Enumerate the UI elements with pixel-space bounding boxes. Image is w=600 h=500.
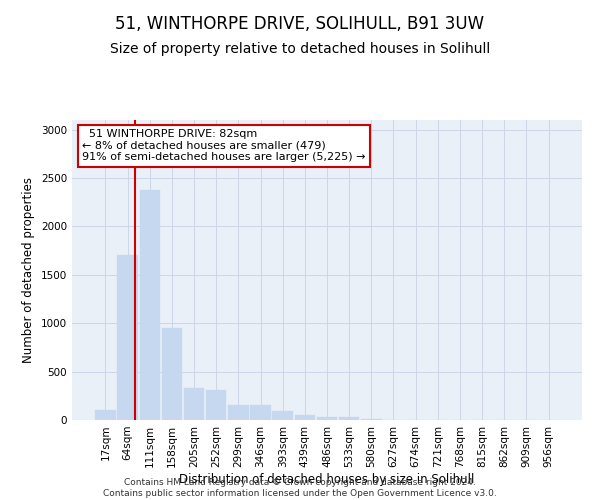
Text: 51 WINTHORPE DRIVE: 82sqm
← 8% of detached houses are smaller (479)
91% of semi-: 51 WINTHORPE DRIVE: 82sqm ← 8% of detach… — [82, 129, 366, 162]
Text: Size of property relative to detached houses in Solihull: Size of property relative to detached ho… — [110, 42, 490, 56]
Bar — [317, 418, 337, 420]
Bar — [161, 328, 182, 420]
Text: 51, WINTHORPE DRIVE, SOLIHULL, B91 3UW: 51, WINTHORPE DRIVE, SOLIHULL, B91 3UW — [115, 15, 485, 33]
Bar — [250, 405, 271, 420]
Bar — [140, 190, 160, 420]
Y-axis label: Number of detached properties: Number of detached properties — [22, 177, 35, 363]
Bar — [118, 256, 138, 420]
Bar — [295, 415, 315, 420]
Bar — [339, 418, 359, 420]
Bar — [361, 418, 382, 420]
Bar — [228, 404, 248, 420]
Bar — [184, 388, 204, 420]
X-axis label: Distribution of detached houses by size in Solihull: Distribution of detached houses by size … — [179, 472, 475, 486]
Bar — [272, 411, 293, 420]
Bar — [206, 390, 226, 420]
Text: Contains HM Land Registry data © Crown copyright and database right 2024.
Contai: Contains HM Land Registry data © Crown c… — [103, 478, 497, 498]
Bar — [95, 410, 116, 420]
